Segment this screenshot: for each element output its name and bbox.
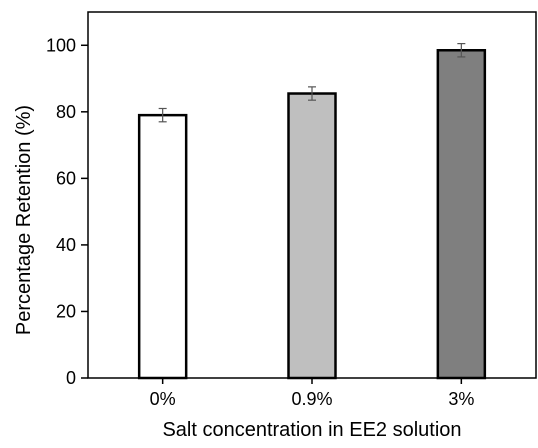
y-tick-label: 60 [56, 168, 76, 188]
x-tick-label: 0% [150, 389, 176, 409]
y-tick-label: 40 [56, 235, 76, 255]
x-axis-title: Salt concentration in EE2 solution [162, 419, 461, 441]
bar [436, 49, 487, 380]
bar [137, 113, 188, 380]
y-tick-label: 0 [66, 368, 76, 388]
x-tick-label: 0.9% [291, 389, 332, 409]
bar [287, 92, 337, 380]
y-tick-label: 20 [56, 301, 76, 321]
plot-area: 0 20 40 60 80 100 0% 0.9% 3% [46, 11, 537, 409]
y-tick-label: 100 [46, 35, 76, 55]
y-axis-title: Percentage Retention (%) [13, 105, 35, 335]
x-tick-label: 3% [448, 389, 474, 409]
y-tick-label: 80 [56, 102, 76, 122]
